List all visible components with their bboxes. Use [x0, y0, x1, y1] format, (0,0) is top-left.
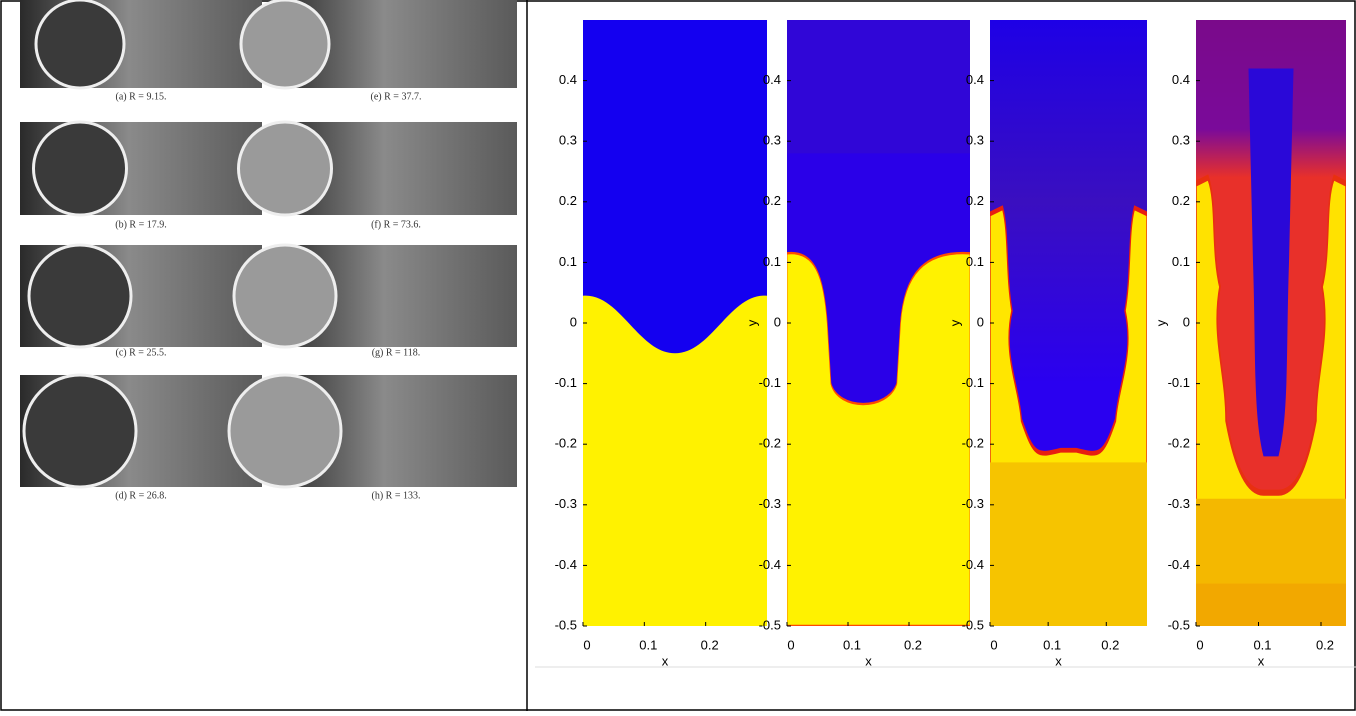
x-tick-label: 0.1: [1253, 637, 1271, 652]
figure: (a) R = 9.15. (e) R = 37.7. (b) R = 17.9. (…: [0, 0, 1356, 711]
y-tick-label: -0.5: [1168, 617, 1190, 632]
photo-caption: (c) R = 25.5.: [116, 347, 167, 358]
y-tick-label: -0.1: [1168, 375, 1190, 390]
photo-caption: (g) R = 118.: [372, 347, 421, 358]
y-tick-label: -0.2: [759, 436, 781, 451]
panel-image: [583, 20, 767, 626]
x-tick-label: 0.2: [904, 637, 922, 652]
y-tick-label: -0.2: [555, 436, 577, 451]
x-tick-label: 0.2: [1101, 637, 1119, 652]
y-tick-label: 0: [774, 314, 781, 329]
y-axis-label: y: [744, 319, 759, 326]
x-tick-label: 0.2: [1316, 637, 1334, 652]
y-tick-label: -0.3: [555, 496, 577, 511]
photo-caption: (a) R = 9.15.: [116, 91, 167, 102]
y-tick-label: 0.2: [966, 193, 984, 208]
y-tick-label: 0.3: [559, 133, 577, 148]
y-tick-label: 0.1: [763, 254, 781, 269]
x-tick-label: 0: [1196, 637, 1203, 652]
panel-image: [787, 20, 970, 626]
y-tick-label: 0.4: [966, 72, 984, 87]
y-tick-label: -0.5: [555, 617, 577, 632]
x-axis-label: x: [865, 653, 872, 668]
sphere: [34, 122, 127, 215]
y-tick-label: -0.4: [759, 557, 781, 572]
y-tick-label: 0.2: [1172, 193, 1190, 208]
x-axis-label: x: [1258, 653, 1265, 668]
x-tick-label: 0: [990, 637, 997, 652]
sphere: [234, 245, 336, 347]
panel-image: [1196, 20, 1346, 626]
y-tick-label: 0.3: [966, 133, 984, 148]
y-tick-label: -0.4: [1168, 557, 1190, 572]
sphere: [239, 122, 332, 215]
photo-caption: (d) R = 26.8.: [115, 490, 166, 501]
y-tick-label: -0.3: [759, 496, 781, 511]
y-tick-label: 0.1: [559, 254, 577, 269]
photo-caption: (e) R = 37.7.: [371, 91, 422, 102]
x-tick-label: 0.1: [843, 637, 861, 652]
photo-caption: (f) R = 73.6.: [371, 219, 421, 230]
sphere: [24, 375, 136, 487]
x-tick-label: 0: [787, 637, 794, 652]
y-tick-label: -0.5: [962, 617, 984, 632]
y-tick-label: -0.4: [555, 557, 577, 572]
y-tick-label: 0.4: [1172, 72, 1190, 87]
sphere: [29, 245, 131, 347]
panel-image: [990, 20, 1147, 626]
y-tick-label: -0.4: [962, 557, 984, 572]
y-tick-label: -0.2: [962, 436, 984, 451]
y-tick-label: 0.1: [1172, 254, 1190, 269]
y-tick-label: -0.5: [759, 617, 781, 632]
x-tick-label: 0.2: [701, 637, 719, 652]
x-axis-label: x: [1055, 653, 1062, 668]
y-tick-label: -0.1: [759, 375, 781, 390]
sphere: [241, 0, 329, 88]
y-tick-label: 0: [1183, 314, 1190, 329]
x-tick-label: 0.1: [1043, 637, 1061, 652]
y-axis-label: y: [947, 319, 962, 326]
y-tick-label: -0.1: [962, 375, 984, 390]
y-tick-label: 0.2: [559, 193, 577, 208]
sphere: [229, 375, 341, 487]
y-tick-label: -0.2: [1168, 436, 1190, 451]
sphere: [36, 0, 124, 88]
y-tick-label: -0.3: [1168, 496, 1190, 511]
photo-caption: (h) R = 133.: [372, 490, 421, 501]
y-tick-label: -0.3: [962, 496, 984, 511]
y-tick-label: 0.3: [1172, 133, 1190, 148]
y-axis-label: y: [1153, 319, 1168, 326]
y-tick-label: 0.3: [763, 133, 781, 148]
y-tick-label: 0.1: [966, 254, 984, 269]
y-tick-label: 0: [570, 314, 577, 329]
y-tick-label: 0.2: [763, 193, 781, 208]
y-tick-label: -0.1: [555, 375, 577, 390]
y-tick-label: 0.4: [763, 72, 781, 87]
photo-caption: (b) R = 17.9.: [115, 219, 166, 230]
x-axis-label: x: [662, 653, 669, 668]
x-tick-label: 0: [583, 637, 590, 652]
photo-grid: (a) R = 9.15. (e) R = 37.7. (b) R = 17.9. (…: [20, 0, 517, 501]
x-tick-label: 0.1: [639, 637, 657, 652]
y-tick-label: 0: [977, 314, 984, 329]
y-tick-label: 0.4: [559, 72, 577, 87]
